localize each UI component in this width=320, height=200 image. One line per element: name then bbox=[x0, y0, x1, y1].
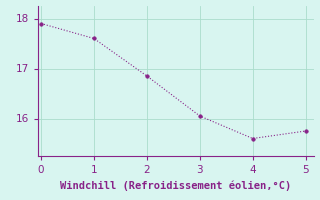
X-axis label: Windchill (Refroidissement éolien,°C): Windchill (Refroidissement éolien,°C) bbox=[60, 181, 292, 191]
